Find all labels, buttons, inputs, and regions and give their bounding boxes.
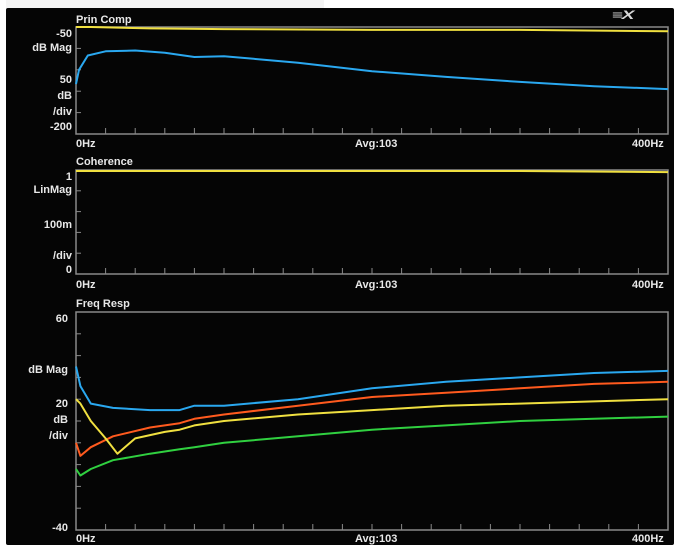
x-right-label: 400Hz xyxy=(632,138,664,150)
x-center-label: Avg:103 xyxy=(355,138,398,150)
x-left-label: 0Hz xyxy=(76,279,96,291)
y-div-label: /div xyxy=(53,106,72,118)
y-ref-label: 20 xyxy=(55,398,68,410)
x-center-label: Avg:103 xyxy=(355,279,398,291)
trace-blue xyxy=(75,366,669,412)
trace-blue xyxy=(75,49,669,91)
y-bottom-label: 0 xyxy=(65,264,72,276)
trace-yellow xyxy=(75,398,669,455)
x-left-label: 0Hz xyxy=(76,533,96,545)
x-left-label: 0Hz xyxy=(76,138,96,150)
trace-orange xyxy=(75,380,669,457)
trace-yellow xyxy=(76,170,669,174)
plot-prin-comp xyxy=(75,26,669,135)
plot-freq-resp xyxy=(75,311,669,531)
trace-green xyxy=(75,415,669,477)
y-db-label: dB xyxy=(57,90,72,102)
y-bottom-label: -40 xyxy=(52,522,68,534)
plot-frame xyxy=(75,26,669,135)
plot-coherence xyxy=(75,169,669,275)
y-top-label: 1 xyxy=(65,171,72,183)
trace-yellow xyxy=(76,26,669,33)
panel-title-prin-comp: Prin Comp xyxy=(76,14,132,26)
y-ref-label: 100m xyxy=(43,219,72,231)
plot-frame xyxy=(75,311,669,531)
y-db-label: dB xyxy=(53,414,68,426)
y-top-label: -50 xyxy=(56,28,72,40)
y-ref-label: 50 xyxy=(59,74,72,86)
y-top-label: 60 xyxy=(55,313,68,325)
y-div-label: /div xyxy=(53,250,72,262)
y-bottom-label: -200 xyxy=(49,121,72,133)
x-right-label: 400Hz xyxy=(632,279,664,291)
y-unit-label: dB Mag xyxy=(32,42,72,54)
y-unit-label: dB Mag xyxy=(28,364,68,376)
plot-frame xyxy=(75,169,669,275)
x-right-label: 400Hz xyxy=(632,533,664,545)
y-unit-label: LinMag xyxy=(33,184,73,196)
analyzer-screen xyxy=(6,8,674,545)
panel-title-coherence: Coherence xyxy=(76,156,133,168)
x-center-label: Avg:103 xyxy=(355,533,398,545)
corner-logo: ≡X xyxy=(612,8,634,22)
panel-title-freq-resp: Freq Resp xyxy=(76,298,130,310)
screen-glare xyxy=(6,0,324,10)
y-div-label: /div xyxy=(49,430,68,442)
